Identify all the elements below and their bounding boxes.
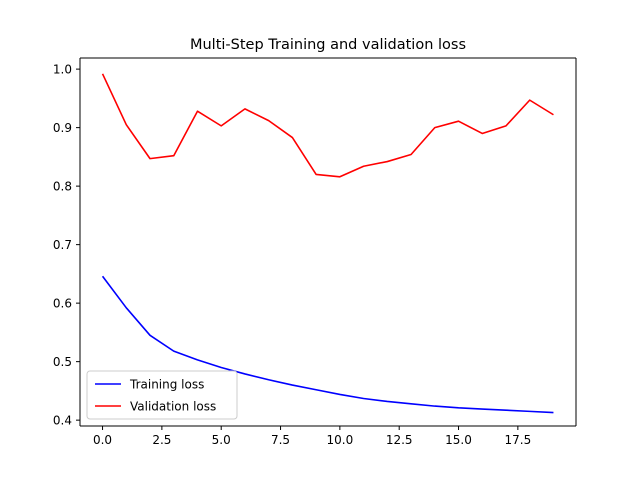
x-tick-label: 10.0 xyxy=(327,433,354,447)
plot-background xyxy=(80,58,576,426)
legend-box xyxy=(86,370,238,420)
x-tick-label: 2.5 xyxy=(152,433,171,447)
training-loss-line xyxy=(101,275,554,414)
series-layer xyxy=(101,73,554,414)
y-tick-label: 0.5 xyxy=(53,355,72,369)
x-tick-label: 0.0 xyxy=(93,433,112,447)
legend-label-training-loss: Training loss xyxy=(129,378,204,392)
x-tick-label: 7.5 xyxy=(271,433,290,447)
legend-label-validation-loss: Validation loss xyxy=(130,400,216,414)
y-tick-label: 0.6 xyxy=(53,297,72,311)
x-tick-label: 5.0 xyxy=(212,433,231,447)
y-axis: 0.4 0.5 0.6 0.7 0.8 0.9 1.0 xyxy=(53,63,80,428)
y-tick-label: 0.9 xyxy=(53,121,72,135)
y-tick-label: 1.0 xyxy=(53,63,72,77)
x-axis: 0.0 2.5 5.0 7.5 10.0 12.5 15.0 17.5 xyxy=(93,426,531,447)
x-tick-label: 12.5 xyxy=(386,433,413,447)
y-tick-label: 0.8 xyxy=(53,180,72,194)
x-tick-label: 17.5 xyxy=(504,433,531,447)
plot-area xyxy=(79,57,577,427)
legend: Training loss Validation loss xyxy=(86,370,238,420)
x-tick-label: 15.0 xyxy=(445,433,472,447)
validation-loss-line xyxy=(101,73,554,178)
y-tick-label: 0.7 xyxy=(53,238,72,252)
chart-title: Multi-Step Training and validation loss xyxy=(190,37,466,53)
y-tick-label: 0.4 xyxy=(53,414,72,428)
